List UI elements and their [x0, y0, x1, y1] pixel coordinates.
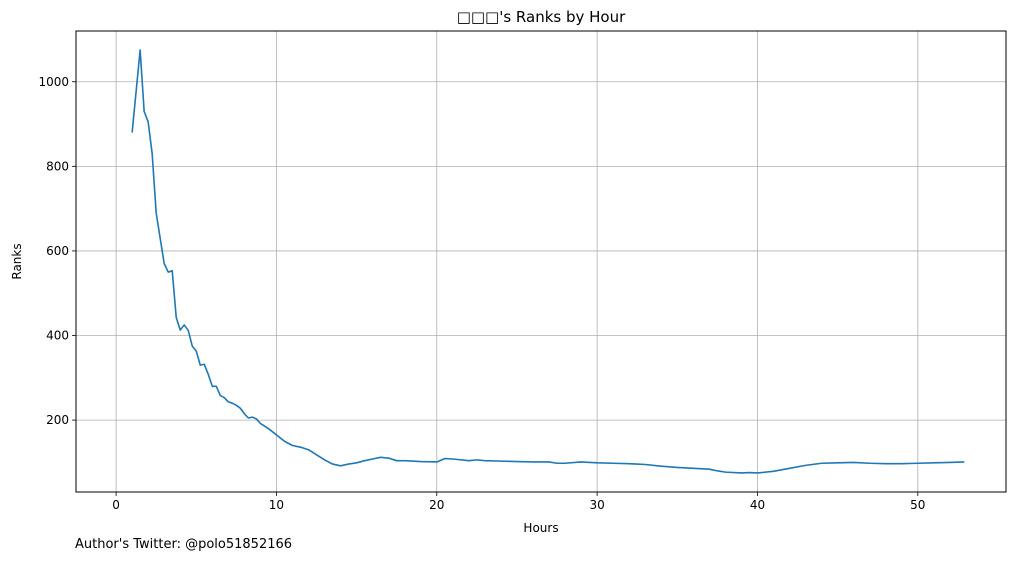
chart-title: □□□'s Ranks by Hour	[457, 8, 626, 26]
line-chart: 0 10 20 30 40 50 200 400 600 800 1000 □□□'s Ranks …	[10, 8, 1007, 535]
y-tick-label: 600	[46, 244, 69, 258]
y-tick-label: 800	[46, 159, 69, 173]
x-axis-label: Hours	[523, 521, 558, 535]
plot-frame	[75, 30, 1007, 493]
y-tick-label: 200	[46, 413, 69, 427]
x-tick-label: 0	[112, 498, 120, 512]
x-tick-label: 20	[429, 498, 444, 512]
grid	[76, 31, 1006, 492]
x-tick-label: 50	[910, 498, 925, 512]
x-tick-label: 30	[589, 498, 604, 512]
y-tick-label: 400	[46, 329, 69, 343]
x-tick-label: 10	[269, 498, 284, 512]
axis-ticks: 0 10 20 30 40 50 200 400 600 800 1000	[38, 75, 925, 512]
series-layer	[131, 49, 965, 474]
y-tick-label: 1000	[38, 75, 69, 89]
author-credit: Author's Twitter: @polo51852166	[75, 537, 293, 552]
series-line	[131, 49, 965, 474]
y-axis-label: Ranks	[10, 243, 24, 279]
x-tick-label: 40	[750, 498, 765, 512]
